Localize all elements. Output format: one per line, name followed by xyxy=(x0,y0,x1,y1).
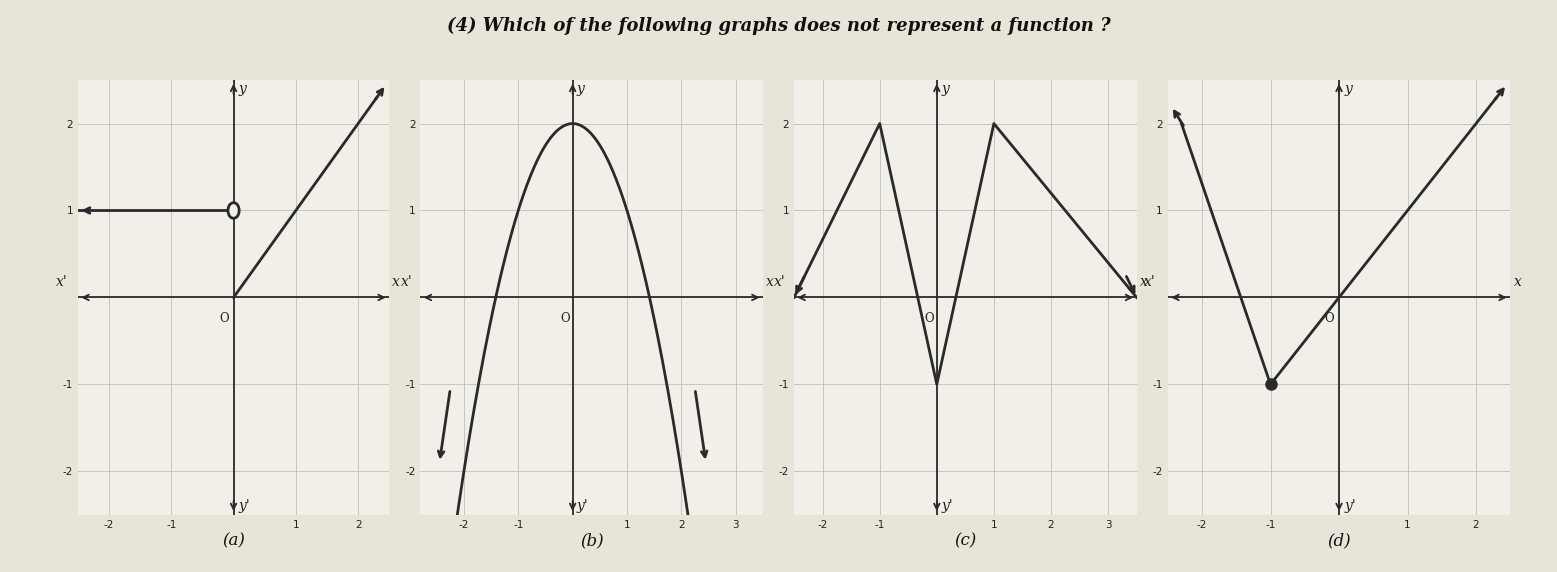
Text: (d): (d) xyxy=(1327,532,1351,549)
Text: O: O xyxy=(220,312,229,325)
Text: x: x xyxy=(766,275,774,289)
Text: x: x xyxy=(392,275,400,289)
Text: y': y' xyxy=(238,499,251,514)
Text: (4) Which of the following graphs does not represent a function ?: (4) Which of the following graphs does n… xyxy=(447,17,1110,35)
Text: (c): (c) xyxy=(954,532,976,549)
Circle shape xyxy=(227,202,240,219)
Text: x: x xyxy=(1140,275,1148,289)
Text: y': y' xyxy=(1345,499,1356,514)
Text: x': x' xyxy=(56,275,69,289)
Text: y: y xyxy=(578,82,585,96)
Text: y: y xyxy=(1345,82,1353,96)
Text: x: x xyxy=(1513,275,1521,289)
Text: y': y' xyxy=(942,499,953,514)
Text: y: y xyxy=(942,82,950,96)
Text: O: O xyxy=(925,312,934,325)
Text: x': x' xyxy=(774,275,786,289)
Text: (b): (b) xyxy=(579,532,604,549)
Text: y': y' xyxy=(578,499,589,514)
Text: y: y xyxy=(238,82,246,96)
Text: (a): (a) xyxy=(223,532,244,549)
Text: x': x' xyxy=(402,275,413,289)
Text: x': x' xyxy=(1144,275,1155,289)
Text: O: O xyxy=(1323,312,1334,325)
Text: O: O xyxy=(561,312,570,325)
